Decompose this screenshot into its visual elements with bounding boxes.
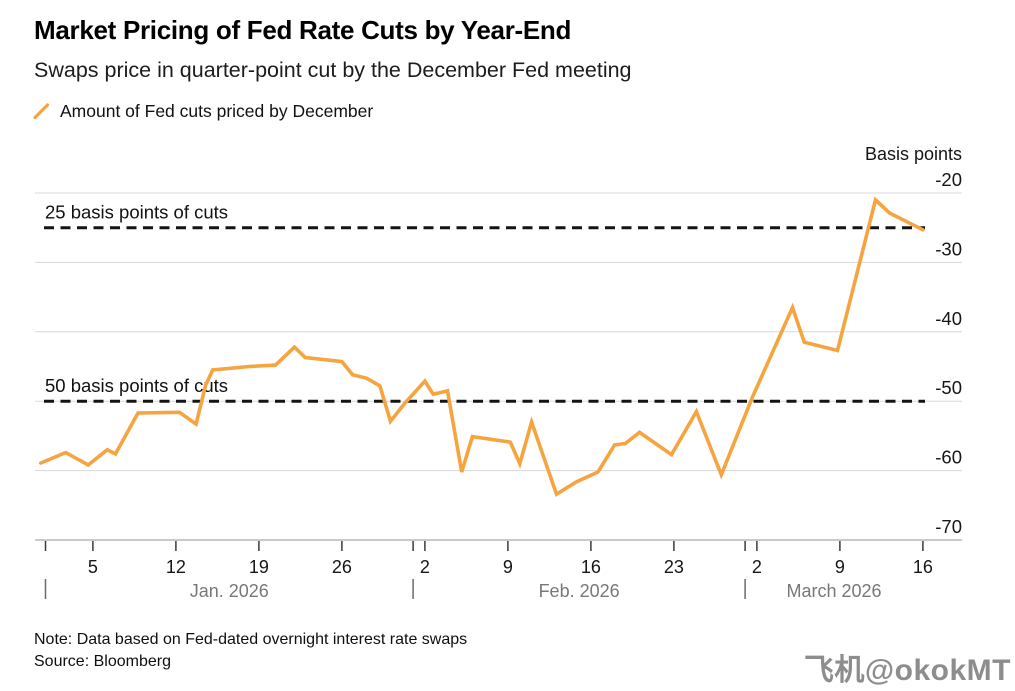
chart-subtitle: Swaps price in quarter-point cut by the … <box>34 58 632 82</box>
footer: Note: Data based on Fed-dated overnight … <box>34 629 467 673</box>
y-tick-label: -30 <box>935 238 962 259</box>
x-tick-label: 5 <box>88 557 98 577</box>
x-tick-label: 2 <box>420 557 430 577</box>
legend: Amount of Fed cuts priced by December <box>33 101 373 122</box>
month-label: Feb. 2026 <box>539 581 620 601</box>
reference-line-label: 25 basis points of cuts <box>45 202 228 223</box>
x-tick-label: 23 <box>664 557 684 577</box>
series-line <box>38 196 925 497</box>
y-tick-label: -60 <box>935 447 962 468</box>
legend-line-icon <box>33 103 50 120</box>
x-tick-label: 16 <box>913 557 933 577</box>
footnote: Note: Data based on Fed-dated overnight … <box>34 631 468 648</box>
month-label: March 2026 <box>786 581 881 601</box>
x-tick-label: 2 <box>752 557 762 577</box>
y-tick-label: -50 <box>935 377 962 398</box>
reference-line-label: 50 basis points of cuts <box>45 375 228 396</box>
x-tick-label: 9 <box>503 557 513 577</box>
y-tick-label: -70 <box>935 516 962 537</box>
chart-title: Market Pricing of Fed Rate Cuts by Year-… <box>34 15 572 45</box>
x-tick-label: 19 <box>249 557 269 577</box>
x-tick-label: 26 <box>332 557 352 577</box>
legend-label: Amount of Fed cuts priced by December <box>60 101 374 121</box>
month-label: Jan. 2026 <box>190 581 269 601</box>
y-axis-title: Basis points <box>865 144 962 164</box>
x-tick-label: 9 <box>835 557 845 577</box>
watermark: 飞机@okokMT <box>803 654 1011 687</box>
y-tick-label: -20 <box>935 169 962 190</box>
source-line: Source: Bloomberg <box>34 653 171 670</box>
x-tick-label: 12 <box>166 557 186 577</box>
y-tick-label: -40 <box>935 308 962 329</box>
x-tick-label: 16 <box>581 557 601 577</box>
